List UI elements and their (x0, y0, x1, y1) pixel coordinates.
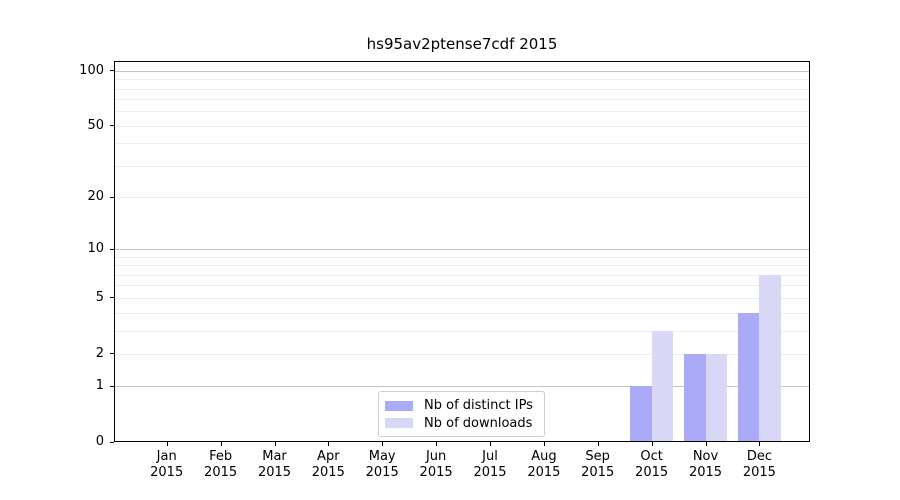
x-tick-month: Sep (585, 449, 610, 464)
x-tick-label: Sep 2015 (570, 449, 626, 481)
gridline-minor (115, 285, 809, 287)
legend-swatch-distinct-ips (385, 400, 413, 411)
x-tick (651, 442, 653, 446)
x-tick-label: Jan 2015 (139, 449, 195, 481)
x-tick (705, 442, 707, 446)
y-tick-label: 1 (95, 378, 104, 394)
gridline-minor (115, 79, 809, 81)
x-tick-year: 2015 (204, 465, 238, 480)
gridline-minor (115, 88, 809, 90)
x-tick-label: May 2015 (354, 449, 410, 481)
y-tick (110, 297, 114, 299)
gridline-minor (115, 297, 809, 299)
x-tick-year: 2015 (365, 465, 399, 480)
gridline-major (115, 70, 809, 72)
legend-item-downloads: Nb of downloads (385, 415, 538, 433)
x-tick-month: Jul (482, 449, 498, 464)
x-tick-label: Apr 2015 (300, 449, 356, 481)
bar-downloads-dec (759, 274, 781, 442)
x-tick-year: 2015 (473, 465, 507, 480)
x-tick-label: Feb 2015 (193, 449, 249, 481)
x-tick-month: Dec (746, 449, 772, 464)
legend-swatch-downloads (385, 418, 413, 429)
chart-title: hs95av2ptense7cdf 2015 (366, 35, 558, 53)
x-tick-month: Oct (640, 449, 663, 464)
x-tick-month: Apr (317, 449, 340, 464)
x-tick-label: Dec 2015 (731, 449, 787, 481)
bar-ips-nov (684, 353, 706, 442)
y-tick-label: 5 (95, 289, 104, 305)
legend-label-distinct-ips: Nb of distinct IPs (424, 398, 533, 414)
gridline-minor (115, 312, 809, 314)
x-tick (490, 442, 491, 446)
y-tick (110, 248, 114, 250)
y-tick (110, 353, 114, 355)
gridline-major (115, 386, 809, 388)
x-tick (436, 442, 438, 446)
x-tick (597, 442, 599, 446)
gridline-minor (115, 274, 809, 276)
x-tick (220, 442, 222, 446)
y-tick (110, 125, 114, 127)
legend-item-distinct-ips: Nb of distinct IPs (385, 397, 538, 415)
y-tick-label: 50 (87, 117, 104, 133)
x-tick-label: Oct 2015 (624, 449, 680, 481)
gridline-minor (115, 143, 809, 145)
x-tick-year: 2015 (581, 465, 615, 480)
x-tick-year: 2015 (419, 465, 453, 480)
y-tick-label: 2 (95, 345, 104, 361)
gridline-minor (115, 353, 809, 355)
x-tick-year: 2015 (311, 465, 345, 480)
x-tick-month: Mar (262, 449, 287, 464)
x-tick-month: Jun (425, 449, 447, 464)
gridline-minor (115, 99, 809, 101)
gridline-minor (115, 256, 809, 258)
x-tick-year: 2015 (688, 465, 723, 480)
x-tick-year: 2015 (257, 465, 292, 480)
x-tick (166, 442, 168, 446)
y-tick (110, 441, 114, 443)
x-tick-month: Jan (156, 449, 177, 464)
x-tick-label: Mar 2015 (247, 449, 303, 481)
x-tick (274, 442, 276, 446)
y-tick (110, 70, 114, 72)
plot-area (114, 61, 810, 442)
gridline-minor (115, 265, 809, 267)
y-tick-label: 20 (87, 189, 104, 205)
gridline-minor (115, 125, 809, 127)
x-tick-label: Jun 2015 (408, 449, 464, 481)
y-tick-label: 10 (87, 241, 104, 257)
legend-label-downloads: Nb of downloads (424, 415, 533, 431)
x-tick-year: 2015 (527, 465, 561, 480)
gridline-major (115, 249, 809, 251)
y-tick (110, 196, 114, 198)
x-tick-month: Nov (692, 449, 719, 464)
y-tick-label: 0 (95, 434, 104, 449)
bar-ips-dec (737, 312, 760, 442)
bar-downloads-oct (651, 330, 674, 442)
x-tick-label: Jul 2015 (462, 449, 518, 481)
x-tick-month: May (368, 449, 396, 464)
gridline-minor (115, 111, 809, 113)
bar-ips-oct (630, 386, 652, 442)
x-tick (543, 442, 545, 446)
x-tick-month: Aug (531, 449, 557, 464)
legend: Nb of distinct IPs Nb of downloads (378, 391, 545, 437)
x-tick-label: Aug 2015 (516, 449, 572, 481)
x-tick-month: Feb (209, 449, 233, 464)
x-tick (382, 442, 384, 446)
gridline-minor (115, 330, 809, 332)
gridline-minor (115, 197, 809, 199)
bar-downloads-nov (705, 353, 727, 442)
x-tick-year: 2015 (742, 465, 776, 480)
x-tick (328, 442, 330, 446)
y-tick-label: 100 (79, 62, 104, 78)
x-tick-label: Nov 2015 (678, 449, 734, 481)
gridline-minor (115, 165, 809, 167)
y-tick (110, 385, 114, 387)
x-tick (759, 442, 761, 446)
x-tick-year: 2015 (635, 465, 669, 480)
x-tick-year: 2015 (150, 465, 184, 480)
